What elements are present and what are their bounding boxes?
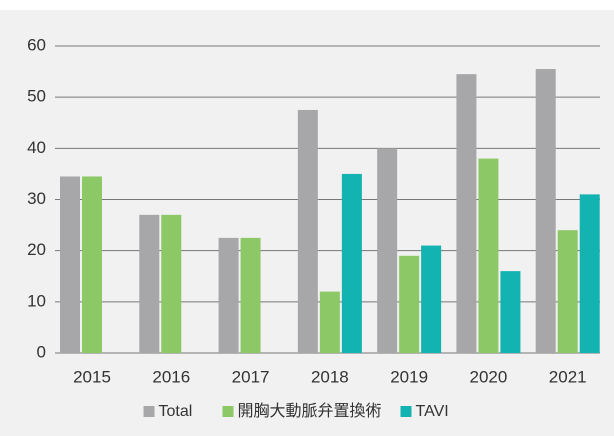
x-tick-label: 2020 (470, 367, 508, 386)
x-tick-label: 2016 (152, 367, 190, 386)
bar (478, 158, 499, 353)
bar (377, 148, 398, 353)
legend-label: 開胸大動脈弁置換術 (238, 402, 382, 420)
legend-label: Total (159, 403, 193, 420)
bar (240, 237, 261, 353)
y-tick-label: 60 (27, 35, 46, 54)
y-tick-label: 20 (27, 240, 46, 259)
y-tick-label: 40 (27, 138, 46, 157)
bar (421, 245, 442, 353)
x-tick-label: 2021 (549, 367, 587, 386)
bar (82, 176, 102, 353)
y-tick-label: 30 (27, 189, 46, 208)
y-tick-label: 0 (37, 342, 46, 361)
bar (319, 291, 340, 353)
bar (297, 109, 318, 353)
bar (500, 271, 521, 353)
legend-label: TAVI (416, 403, 449, 420)
bar (456, 74, 477, 354)
x-tick-label: 2018 (311, 367, 349, 386)
bar (139, 214, 160, 353)
x-tick-label: 2017 (232, 367, 270, 386)
legend-swatch (222, 406, 234, 417)
x-tick-label: 2015 (73, 367, 111, 386)
legend-swatch (143, 406, 155, 417)
bar (60, 176, 80, 353)
bar (557, 230, 578, 353)
x-tick-label: 2019 (390, 367, 428, 386)
y-tick-label: 10 (27, 291, 46, 310)
y-tick-label: 50 (27, 87, 46, 106)
bar (535, 69, 556, 354)
bar (579, 194, 600, 353)
bar (341, 173, 362, 353)
bar (218, 237, 239, 353)
bar (161, 214, 182, 353)
bar (399, 255, 420, 353)
legend-swatch (400, 406, 412, 417)
